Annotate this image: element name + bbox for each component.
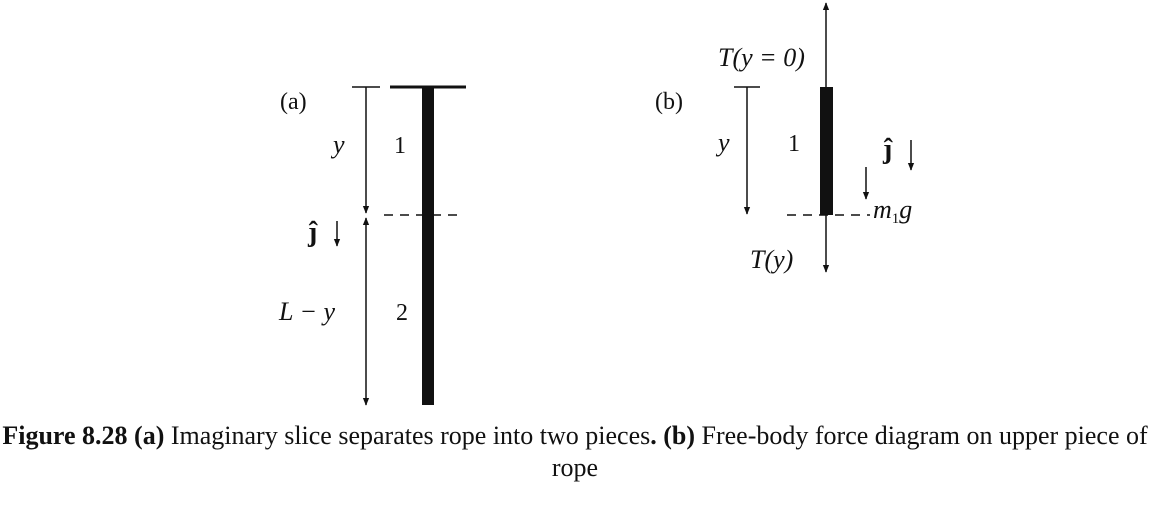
panel-a: (a) y 1 ĵ L − y 2 xyxy=(278,85,466,406)
panel-b: (b) T(y = 0) y 1 ĵ m1g T(y) xyxy=(655,2,915,274)
tension-bottom-label: T(y) xyxy=(750,245,793,274)
panel-a-tag: (a) xyxy=(280,89,307,115)
caption-figure-label: Figure 8.28 xyxy=(2,421,128,450)
figure-caption: Figure 8.28 (a) Imaginary slice separate… xyxy=(0,420,1150,484)
y-label: y xyxy=(330,130,345,159)
piece-1-label: 1 xyxy=(394,133,406,159)
l-minus-y-label: L − y xyxy=(278,297,336,326)
unit-vector-j-label-b: ĵ xyxy=(882,134,893,165)
panel-b-tag: (b) xyxy=(655,89,683,115)
unit-vector-j-label: ĵ xyxy=(307,217,318,248)
caption-text-b: Free-body force diagram on upper piece o… xyxy=(551,421,1148,482)
caption-period: . xyxy=(650,421,657,450)
piece-2-label: 2 xyxy=(396,300,408,326)
weight-label: m1g xyxy=(873,195,912,227)
rope-piece-1 xyxy=(820,87,833,215)
piece-1-label-b: 1 xyxy=(788,131,800,157)
y-label-b: y xyxy=(715,128,730,157)
caption-part-a: (a) xyxy=(134,421,165,450)
caption-part-b: (b) xyxy=(663,421,696,450)
tension-top-label: T(y = 0) xyxy=(718,43,805,72)
rope xyxy=(422,87,434,405)
caption-text-a: Imaginary slice separates rope into two … xyxy=(164,421,651,450)
